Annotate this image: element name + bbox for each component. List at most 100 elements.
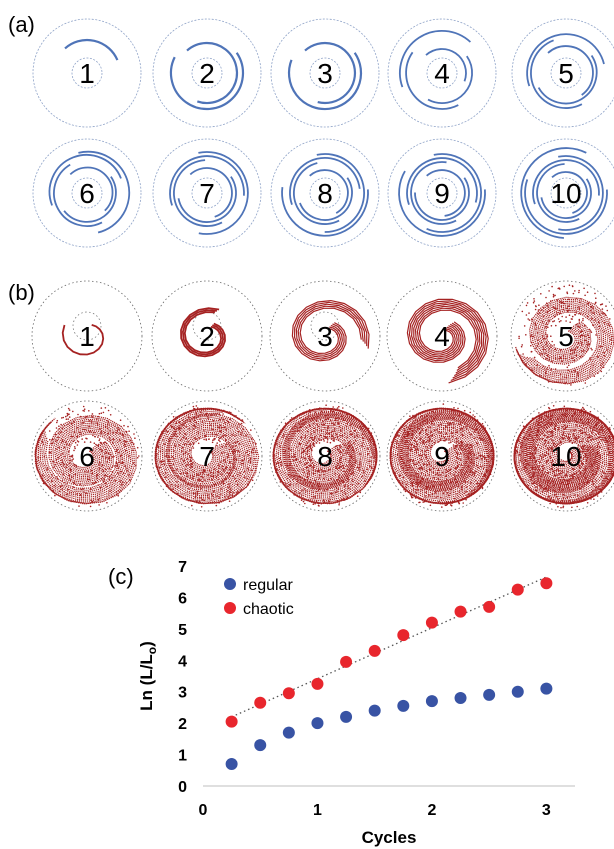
material-line — [289, 157, 361, 206]
scatter-dot — [589, 309, 592, 312]
scatter-dot — [448, 429, 451, 432]
scatter-dot — [539, 424, 541, 427]
scatter-dot — [235, 468, 237, 471]
scatter-dot — [83, 408, 86, 411]
scatter-dot — [461, 473, 463, 475]
scatter-dot — [84, 416, 86, 419]
scatter-dot — [155, 454, 158, 457]
scatter-dot — [549, 457, 552, 460]
scatter-dot — [578, 470, 580, 472]
scatter-dot — [553, 489, 555, 491]
scatter-dot — [431, 420, 433, 423]
scatter-dot — [526, 468, 529, 470]
scatter-dot — [530, 350, 533, 353]
scatter-dot — [311, 436, 313, 439]
scatter-dot — [423, 463, 425, 466]
scatter-dot — [199, 484, 202, 486]
scatter-dot — [332, 410, 335, 413]
scatter-dot — [601, 429, 603, 431]
scatter-dot — [459, 446, 462, 448]
scatter-dot — [341, 415, 343, 418]
scatter-dot — [609, 437, 611, 440]
scatter-dot — [51, 480, 53, 482]
scatter-dot — [287, 474, 290, 476]
scatter-dot — [563, 414, 566, 417]
scatter-dot — [415, 445, 418, 448]
scatter-dot — [350, 423, 353, 426]
scatter-dot — [224, 422, 226, 424]
scatter-dot — [319, 418, 322, 421]
scatter-dot — [476, 464, 478, 467]
scatter-dot — [241, 431, 243, 433]
scatter-dot — [111, 470, 113, 473]
chaotic-strand — [414, 305, 481, 374]
scatter-dot — [460, 411, 463, 414]
scatter-dot — [305, 490, 307, 492]
scatter-dot — [457, 501, 460, 503]
scatter-dot — [525, 304, 528, 307]
scatter-dot — [546, 436, 548, 439]
scatter-dot — [553, 344, 555, 346]
scatter-dot — [316, 423, 318, 426]
scatter-dot — [106, 427, 109, 430]
scatter-dot — [409, 428, 412, 431]
chaotic-strand — [285, 414, 377, 487]
scatter-dot — [325, 404, 327, 407]
scatter-dot — [565, 435, 567, 438]
scatter-dot — [220, 426, 223, 429]
scatter-dot — [546, 304, 548, 307]
scatter-dot — [220, 436, 222, 439]
scatter-dot — [546, 471, 549, 474]
scatter-dot — [449, 481, 452, 484]
scatter-dot — [588, 462, 590, 464]
scatter-dot — [428, 463, 431, 466]
scatter-dot — [275, 443, 278, 445]
scatter-dot — [49, 422, 51, 424]
scatter-dot — [448, 442, 450, 444]
material-line — [78, 150, 131, 234]
scatter-dot — [419, 437, 422, 440]
panel-b-number: 2 — [199, 321, 215, 352]
scatter-dot — [578, 318, 581, 321]
scatter-dot — [540, 456, 543, 458]
scatter-dot — [427, 426, 429, 428]
scatter-dot — [338, 464, 340, 466]
scatter-dot — [197, 442, 200, 445]
y-axis-title-main: Ln (L/L — [137, 654, 156, 711]
scatter-dot — [612, 451, 614, 454]
scatter-dot — [600, 491, 603, 493]
panel-a-cell: 3 — [270, 18, 380, 128]
scatter-dot — [571, 502, 573, 504]
scatter-dot — [488, 460, 490, 463]
scatter-dot — [103, 474, 106, 477]
scatter-dot — [334, 419, 337, 422]
scatter-dot — [129, 479, 131, 482]
scatter-dot — [301, 447, 304, 450]
scatter-dot — [336, 491, 338, 493]
scatter-dot — [115, 465, 117, 467]
scatter-dot — [574, 348, 576, 351]
scatter-dot — [200, 487, 202, 490]
panel-a-number: 10 — [550, 178, 581, 209]
scatter-dot — [46, 469, 48, 471]
scatter-dot — [465, 486, 468, 489]
scatter-dot — [157, 466, 159, 468]
scatter-dot — [525, 437, 528, 440]
scatter-dot — [330, 431, 333, 434]
scatter-dot — [430, 431, 433, 433]
scatter-dot — [323, 501, 325, 503]
scatter-dot — [234, 442, 237, 444]
scatter-dot — [565, 409, 568, 412]
scatter-dot — [534, 461, 537, 463]
scatter-dot — [463, 473, 466, 475]
scatter-dot — [221, 465, 224, 468]
scatter-dot — [349, 455, 351, 458]
scatter-dot — [601, 438, 603, 441]
scatter-dot — [124, 445, 126, 448]
scatter-dot — [523, 431, 525, 434]
scatter-dot — [285, 483, 287, 485]
chaotic-strand — [283, 412, 378, 489]
scatter-dot — [587, 334, 589, 336]
scatter-dot — [317, 486, 320, 488]
scatter-dot — [178, 428, 180, 431]
